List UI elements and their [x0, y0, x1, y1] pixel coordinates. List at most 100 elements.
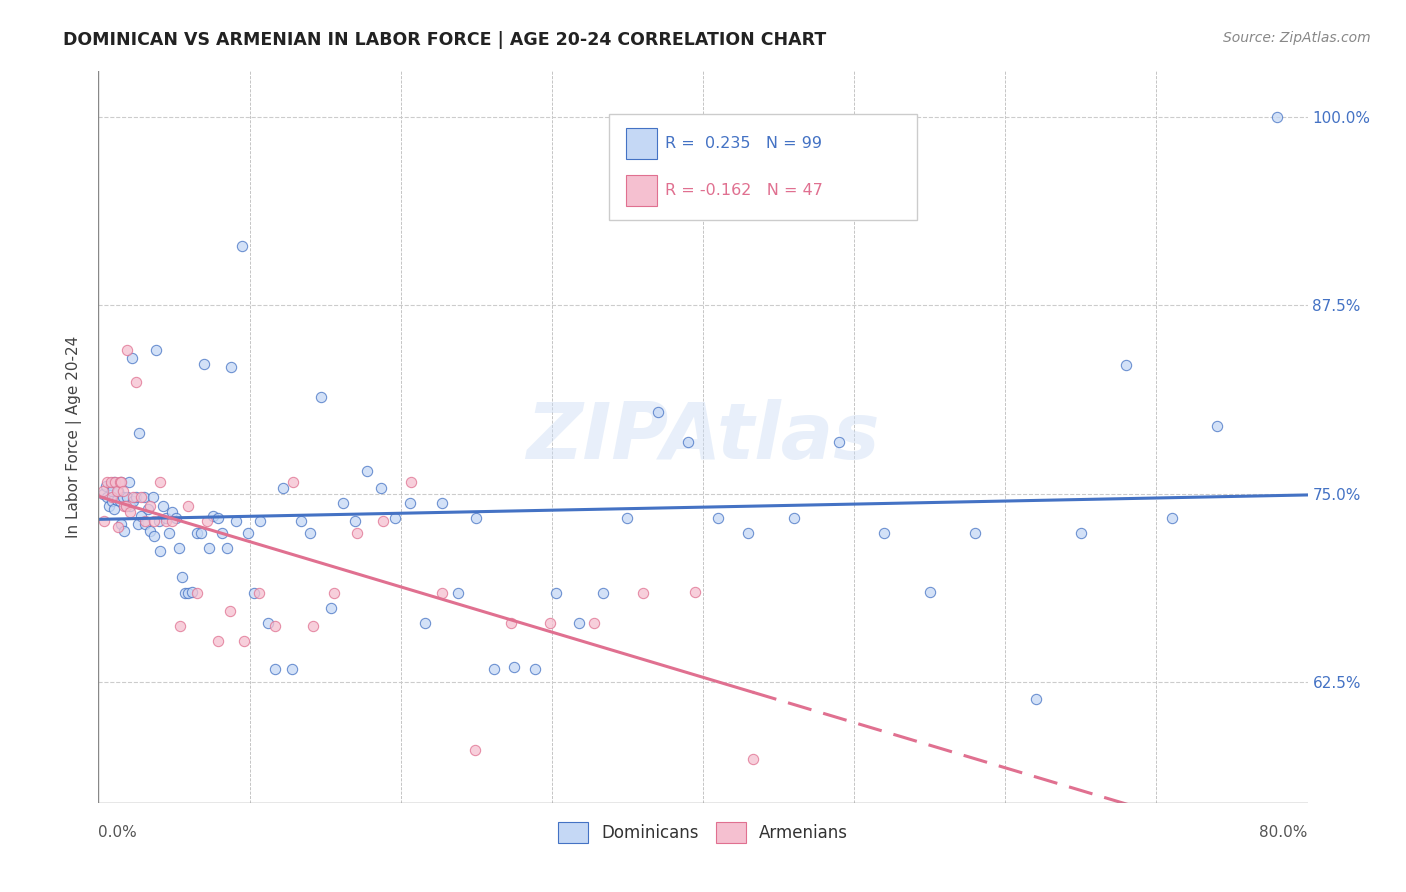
- Point: [100, 475, 122, 489]
- Point: [104, 475, 127, 489]
- Point: [193, 357, 215, 371]
- Point: [143, 529, 166, 543]
- Point: [159, 525, 181, 540]
- Point: [1024, 691, 1046, 706]
- Point: [143, 514, 166, 528]
- Point: [162, 514, 184, 528]
- Point: [170, 569, 193, 583]
- Point: [112, 499, 135, 513]
- Point: [370, 481, 392, 495]
- Point: [107, 483, 129, 498]
- Point: [271, 481, 294, 495]
- Point: [142, 490, 165, 504]
- Point: [176, 499, 198, 513]
- Point: [783, 510, 806, 524]
- Point: [207, 510, 229, 524]
- Point: [309, 390, 332, 404]
- Point: [139, 524, 162, 539]
- Point: [169, 619, 191, 633]
- Point: [91, 486, 114, 500]
- Point: [1267, 110, 1289, 124]
- Text: R = -0.162   N = 47: R = -0.162 N = 47: [665, 183, 823, 198]
- Point: [281, 662, 304, 676]
- Point: [103, 501, 125, 516]
- Point: [121, 351, 143, 365]
- Point: [96, 475, 118, 489]
- Point: [105, 483, 128, 498]
- Point: [401, 475, 423, 489]
- Point: [202, 509, 225, 524]
- Point: [148, 514, 170, 528]
- Text: 0.0%: 0.0%: [98, 825, 138, 840]
- Point: [676, 435, 699, 450]
- Text: Source: ZipAtlas.com: Source: ZipAtlas.com: [1223, 31, 1371, 45]
- Point: [122, 494, 145, 508]
- Point: [707, 510, 730, 524]
- Point: [464, 743, 486, 757]
- Point: [167, 541, 190, 555]
- Point: [1070, 525, 1092, 540]
- Point: [101, 494, 124, 508]
- Point: [873, 525, 896, 540]
- Point: [101, 483, 124, 498]
- Point: [132, 490, 155, 504]
- Point: [181, 584, 204, 599]
- Point: [398, 496, 420, 510]
- Point: [447, 586, 470, 600]
- Point: [165, 510, 187, 524]
- Point: [219, 604, 242, 618]
- Point: [190, 525, 212, 540]
- Point: [737, 525, 759, 540]
- Point: [114, 499, 136, 513]
- Point: [430, 496, 453, 510]
- Point: [236, 525, 259, 540]
- Point: [344, 514, 367, 528]
- Point: [136, 501, 159, 516]
- Point: [249, 514, 271, 528]
- Point: [283, 475, 305, 489]
- Point: [98, 499, 121, 513]
- Point: [568, 616, 591, 631]
- Point: [115, 490, 138, 504]
- Point: [155, 510, 177, 524]
- Point: [211, 525, 233, 540]
- Point: [186, 525, 208, 540]
- Point: [103, 475, 125, 489]
- Text: ZIPAtlas: ZIPAtlas: [526, 399, 880, 475]
- Point: [1160, 510, 1182, 524]
- Point: [115, 343, 138, 358]
- Point: [264, 662, 287, 676]
- Point: [114, 499, 136, 513]
- Point: [741, 752, 763, 766]
- Point: [111, 483, 134, 498]
- Point: [122, 490, 145, 504]
- Point: [107, 520, 129, 534]
- Point: [583, 616, 606, 631]
- Text: DOMINICAN VS ARMENIAN IN LABOR FORCE | AGE 20-24 CORRELATION CHART: DOMINICAN VS ARMENIAN IN LABOR FORCE | A…: [63, 31, 827, 49]
- Point: [413, 616, 436, 631]
- Point: [231, 239, 253, 253]
- Point: [616, 510, 638, 524]
- Point: [221, 359, 243, 374]
- Point: [538, 616, 561, 631]
- Point: [101, 490, 124, 504]
- Y-axis label: In Labor Force | Age 20-24: In Labor Force | Age 20-24: [66, 336, 83, 538]
- Point: [173, 586, 195, 600]
- Point: [105, 492, 128, 507]
- Point: [145, 343, 167, 358]
- Point: [108, 475, 131, 489]
- Point: [225, 514, 247, 528]
- Point: [1115, 359, 1137, 373]
- Point: [129, 490, 152, 504]
- Point: [232, 634, 254, 648]
- Point: [110, 516, 132, 531]
- Point: [321, 601, 343, 615]
- Point: [290, 514, 312, 528]
- Point: [162, 505, 184, 519]
- Point: [134, 516, 156, 531]
- Point: [546, 586, 568, 600]
- Legend: Dominicans, Armenians: Dominicans, Armenians: [551, 815, 855, 849]
- Point: [111, 490, 134, 504]
- Point: [152, 499, 174, 513]
- Point: [430, 586, 453, 600]
